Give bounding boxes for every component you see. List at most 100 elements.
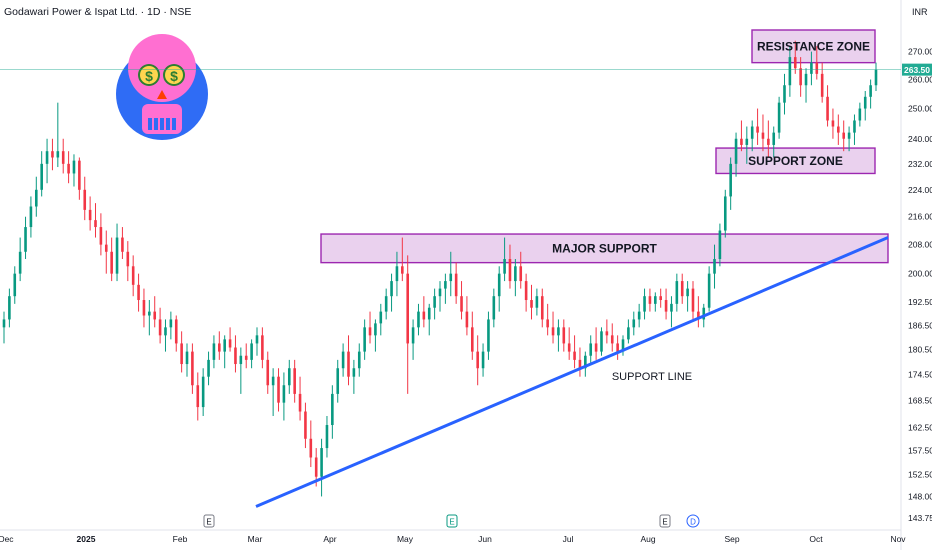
candle-body — [476, 351, 479, 369]
candle-body — [374, 323, 377, 336]
time-tick-label: Feb — [173, 534, 188, 544]
candle-body — [750, 126, 754, 139]
event-marker-label: D — [690, 518, 696, 527]
candle-body — [153, 311, 157, 320]
time-tick-label: Sep — [724, 534, 739, 544]
candle-body — [320, 448, 323, 477]
candle-body — [546, 319, 549, 328]
candle-body — [605, 331, 609, 336]
candle-body — [29, 206, 33, 228]
major-zone-label: MAJOR SUPPORT — [552, 241, 657, 255]
candle-body — [621, 339, 625, 352]
candle-body — [761, 132, 765, 139]
candle-body — [228, 339, 232, 348]
time-tick-label: Jul — [563, 534, 574, 544]
candle-body — [654, 296, 657, 304]
candle-body — [632, 319, 636, 328]
candle-body — [131, 266, 135, 285]
candle-body — [524, 281, 528, 301]
candle-body — [460, 296, 463, 312]
candle-body — [481, 351, 485, 369]
candle-body — [680, 281, 684, 297]
price-axis: INR 270.00 260.00 250.00 240.00 232.00 224.00 2… — [900, 0, 932, 550]
candle-body — [600, 331, 603, 352]
candle-body — [433, 296, 436, 308]
candle-body — [427, 307, 431, 320]
candle-body — [691, 288, 695, 312]
candle-body — [363, 327, 366, 352]
candle-body — [788, 57, 792, 86]
candle-body — [282, 385, 286, 403]
candle-body — [584, 355, 587, 369]
candle-body — [697, 311, 700, 320]
candle-body — [78, 160, 81, 190]
candle-body — [567, 343, 571, 352]
resistance-zone — [751, 29, 876, 64]
candle-body — [540, 296, 544, 320]
candle-body — [368, 327, 372, 336]
candle-body — [449, 273, 453, 282]
price-tick-label: 192.50 — [908, 297, 932, 307]
earnings-marker — [659, 514, 671, 528]
candle-body — [777, 102, 781, 133]
candle-body — [847, 132, 851, 139]
candle-body — [18, 251, 22, 274]
event-marker-label: E — [449, 518, 454, 527]
price-tick-label: 232.00 — [908, 159, 932, 169]
candle-body — [45, 151, 49, 164]
candle-body — [384, 296, 388, 312]
candle-body — [390, 281, 393, 297]
candle-body — [664, 300, 668, 312]
candle-body — [793, 57, 797, 69]
candle-body — [94, 220, 97, 228]
price-tick-label: 157.50 — [908, 445, 932, 455]
time-tick-label: Oct — [809, 534, 823, 544]
candle-body — [261, 335, 264, 360]
price-tick-label: 152.50 — [908, 469, 932, 479]
price-tick-label: 216.00 — [908, 212, 932, 222]
candle-body — [831, 120, 835, 127]
candle-body — [314, 457, 318, 477]
currency-label: INR — [912, 7, 928, 17]
candle-body — [837, 126, 840, 133]
annotation-labels: RESISTANCE ZONE SUPPORT ZONE MAJOR SUPPORT… — [552, 39, 870, 383]
candle-body — [869, 85, 872, 97]
candle-body — [212, 343, 216, 360]
svg-text:$: $ — [145, 68, 153, 84]
annotation-zones — [320, 29, 889, 264]
candle-body — [767, 138, 770, 145]
candle-body — [589, 343, 593, 356]
candle-body — [557, 327, 560, 336]
candle-body — [83, 189, 87, 210]
candle-body — [158, 319, 162, 336]
chart-title: Godawari Power & Ispat Ltd. · 1D · NSE — [4, 6, 192, 18]
candle-body — [853, 120, 856, 133]
candle-body — [804, 73, 808, 86]
candle-body — [266, 359, 270, 386]
candle-body — [104, 244, 108, 252]
candle-body — [686, 288, 689, 297]
candle-body — [702, 307, 706, 320]
candle-body — [67, 163, 70, 174]
candle-body — [470, 327, 474, 352]
candle-body — [637, 311, 641, 320]
candle-body — [8, 296, 11, 320]
price-tick-label: 270.00 — [908, 47, 932, 57]
time-axis: Dec 2025 Feb Mar Apr May Jun Jul Aug Sep Oct Nov — [0, 529, 906, 544]
candle-body — [223, 339, 226, 352]
price-tick-label: 240.00 — [908, 134, 932, 144]
price-tick-label: 143.75 — [908, 513, 932, 523]
time-tick-label: Aug — [640, 534, 655, 544]
candle-body — [659, 296, 662, 301]
candle-body — [142, 300, 146, 316]
candle-series: 263.50 — [0, 40, 932, 497]
candle-body — [24, 227, 27, 252]
price-tick-label: 148.00 — [908, 491, 932, 501]
candle-body — [121, 237, 124, 252]
candle-body — [277, 376, 280, 403]
candle-body — [239, 355, 243, 365]
candle-body — [137, 284, 140, 301]
time-tick-label: Nov — [890, 534, 906, 544]
last-price-label: 263.50 — [904, 65, 930, 75]
